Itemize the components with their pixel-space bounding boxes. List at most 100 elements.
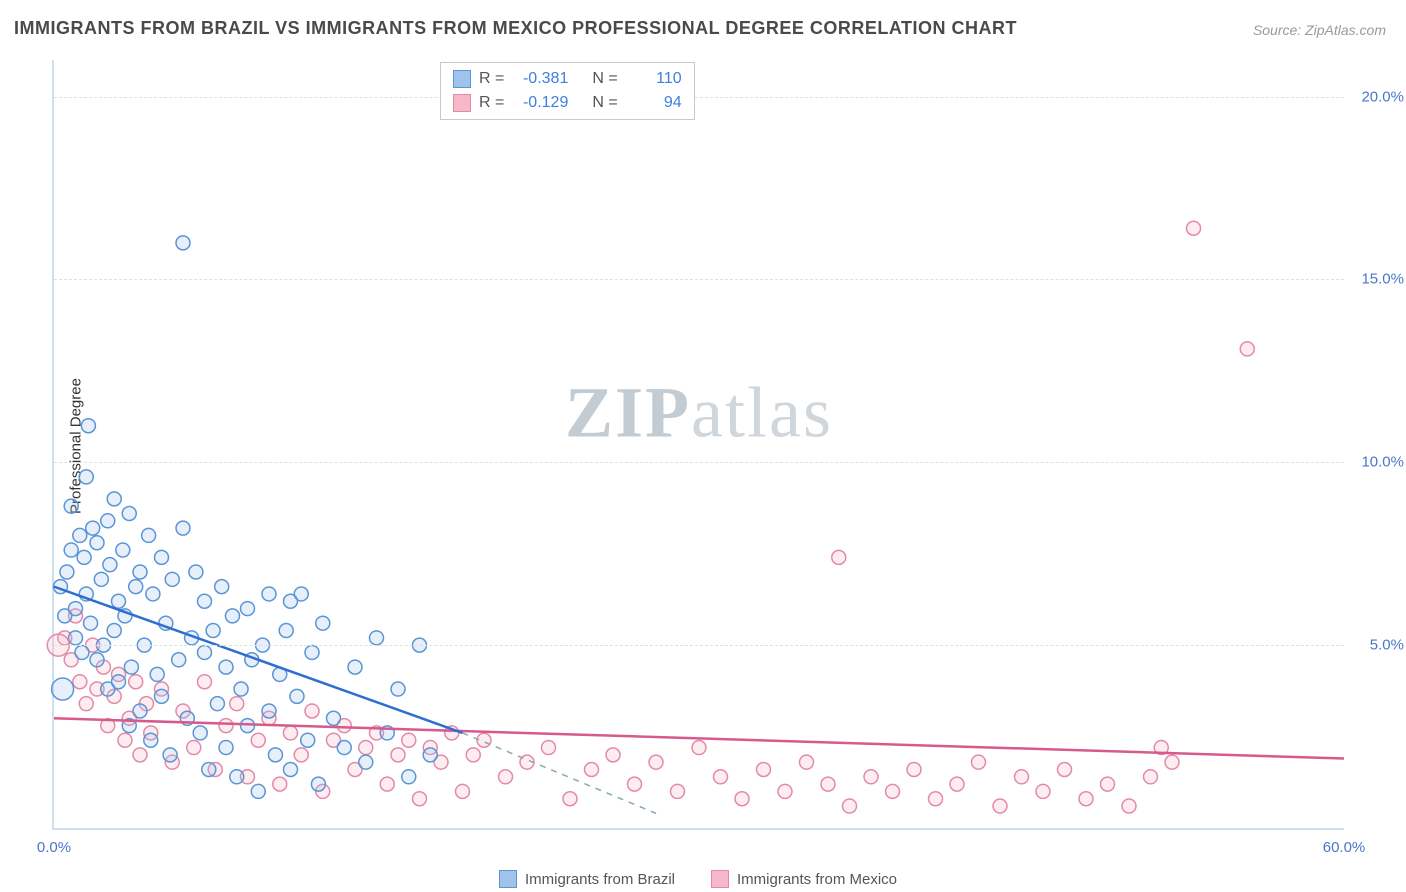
legend-item-mexico: Immigrants from Mexico — [711, 870, 897, 888]
data-point — [129, 675, 143, 689]
data-point — [234, 682, 248, 696]
data-point — [466, 748, 480, 762]
data-point — [163, 748, 177, 762]
data-point — [225, 609, 239, 623]
legend-stats-row-brazil: R = -0.381 N = 110 — [453, 67, 682, 91]
data-point — [230, 697, 244, 711]
data-point — [370, 631, 384, 645]
data-point — [90, 536, 104, 550]
data-point — [64, 499, 78, 513]
data-point — [86, 521, 100, 535]
data-point — [230, 770, 244, 784]
data-point — [124, 660, 138, 674]
data-point — [133, 565, 147, 579]
data-point — [929, 792, 943, 806]
data-point — [94, 572, 108, 586]
R-label: R = — [479, 67, 504, 91]
data-point — [886, 784, 900, 798]
data-point — [1165, 755, 1179, 769]
data-point — [122, 506, 136, 520]
data-point — [993, 799, 1007, 813]
trend-line — [463, 733, 657, 813]
N-value-brazil: 110 — [626, 67, 682, 91]
data-point — [402, 733, 416, 747]
data-point — [79, 697, 93, 711]
data-point — [73, 528, 87, 542]
series-label-brazil: Immigrants from Brazil — [525, 871, 675, 888]
data-point — [316, 616, 330, 630]
R-value-mexico: -0.129 — [512, 91, 568, 115]
data-point — [165, 572, 179, 586]
data-point — [649, 755, 663, 769]
data-point — [251, 784, 265, 798]
data-point — [90, 653, 104, 667]
data-point — [52, 678, 74, 700]
data-point — [327, 711, 341, 725]
data-point — [628, 777, 642, 791]
x-tick-label: 0.0% — [37, 839, 71, 856]
data-point — [189, 565, 203, 579]
data-point — [284, 726, 298, 740]
data-point — [301, 733, 315, 747]
data-point — [79, 470, 93, 484]
data-point — [907, 762, 921, 776]
data-point — [1187, 221, 1201, 235]
data-point — [348, 660, 362, 674]
data-point — [198, 594, 212, 608]
data-point — [1015, 770, 1029, 784]
data-point — [1122, 799, 1136, 813]
data-point — [251, 733, 265, 747]
data-point — [735, 792, 749, 806]
legend-stats-row-mexico: R = -0.129 N = 94 — [453, 91, 682, 115]
swatch-mexico — [711, 870, 729, 888]
data-point — [563, 792, 577, 806]
data-point — [821, 777, 835, 791]
data-point — [778, 784, 792, 798]
data-point — [273, 777, 287, 791]
data-point — [950, 777, 964, 791]
data-point — [133, 704, 147, 718]
data-point — [144, 733, 158, 747]
data-point — [800, 755, 814, 769]
data-point — [542, 741, 556, 755]
series-label-mexico: Immigrants from Mexico — [737, 871, 897, 888]
data-point — [305, 704, 319, 718]
data-point — [202, 762, 216, 776]
data-point — [198, 675, 212, 689]
swatch-brazil — [453, 70, 471, 88]
chart-title: IMMIGRANTS FROM BRAZIL VS IMMIGRANTS FRO… — [14, 18, 1017, 39]
data-point — [391, 748, 405, 762]
data-point — [84, 616, 98, 630]
data-point — [423, 748, 437, 762]
R-value-brazil: -0.381 — [512, 67, 568, 91]
data-point — [101, 514, 115, 528]
data-point — [843, 799, 857, 813]
N-label: N = — [592, 67, 617, 91]
scatter-svg — [54, 60, 1344, 828]
data-point — [193, 726, 207, 740]
data-point — [69, 631, 83, 645]
N-value-mexico: 94 — [626, 91, 682, 115]
y-tick-label: 10.0% — [1349, 454, 1404, 471]
data-point — [176, 236, 190, 250]
data-point — [359, 755, 373, 769]
data-point — [60, 565, 74, 579]
data-point — [176, 521, 190, 535]
data-point — [210, 697, 224, 711]
data-point — [1036, 784, 1050, 798]
R-label: R = — [479, 91, 504, 115]
data-point — [155, 550, 169, 564]
data-point — [391, 682, 405, 696]
chart-container: IMMIGRANTS FROM BRAZIL VS IMMIGRANTS FRO… — [0, 0, 1406, 892]
data-point — [757, 762, 771, 776]
data-point — [198, 645, 212, 659]
data-point — [294, 748, 308, 762]
data-point — [972, 755, 986, 769]
data-point — [129, 580, 143, 594]
data-point — [64, 543, 78, 557]
data-point — [81, 419, 95, 433]
data-point — [305, 645, 319, 659]
data-point — [359, 741, 373, 755]
data-point — [268, 748, 282, 762]
data-point — [262, 704, 276, 718]
